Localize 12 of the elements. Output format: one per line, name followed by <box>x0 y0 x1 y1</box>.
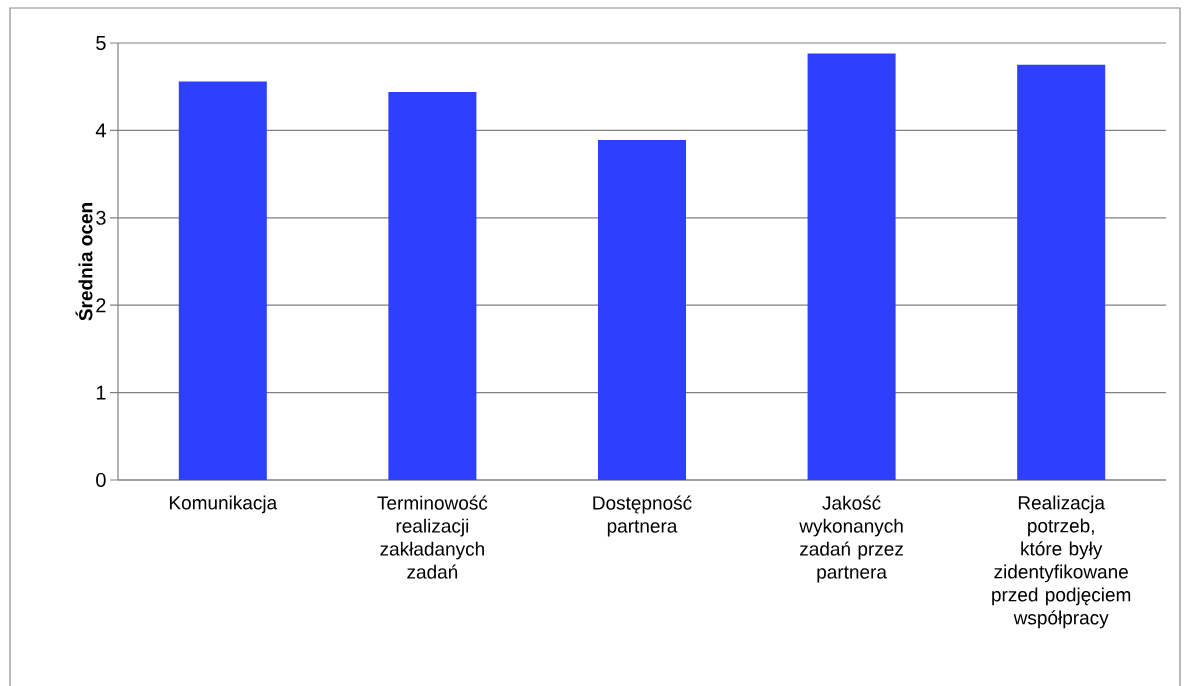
y-tick-label: 5 <box>96 36 106 50</box>
y-tick-label: 1 <box>96 385 106 400</box>
x-tick-label: Realizacja potrzeb, które były zidentyfikowane przed podjęciem współpracy <box>992 495 1131 629</box>
x-tick-label: Terminowość realizacji zakładanych zadań <box>377 495 488 579</box>
y-tick-label: 4 <box>95 123 106 138</box>
x-tick-label: Komunikacja <box>169 495 278 514</box>
y-tick-label: 3 <box>96 210 106 225</box>
y-tick-label: 2 <box>96 298 106 313</box>
y-tick-label: 0 <box>96 472 106 488</box>
y-axis-title: Średnia ocen <box>75 203 93 321</box>
x-tick-label: Jakość wykonanych zadań przez partnera <box>799 495 903 583</box>
x-tick-label: Dostępność partnera <box>593 495 692 537</box>
